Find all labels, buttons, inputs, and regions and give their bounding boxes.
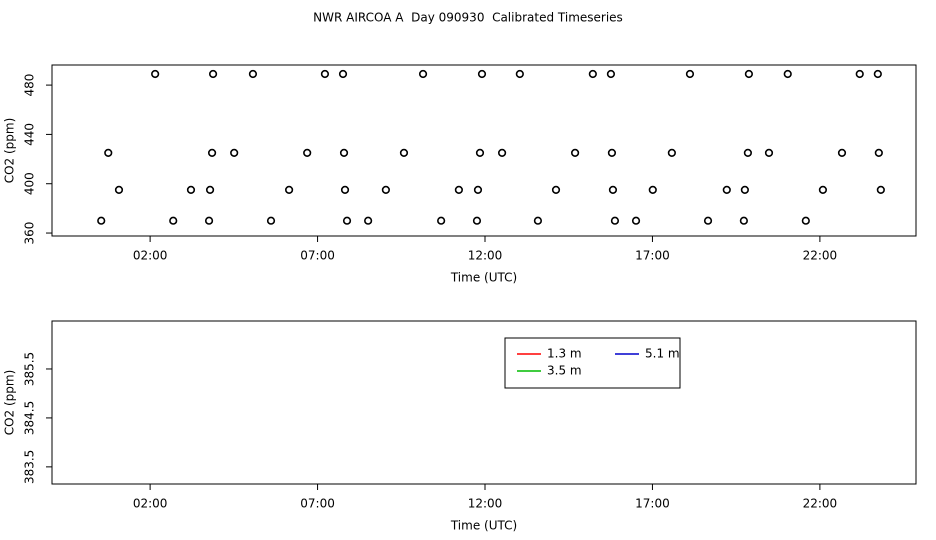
- scatter-point: [588, 69, 597, 79]
- scatter-point: [837, 148, 847, 158]
- scatter-point: [874, 148, 883, 158]
- scatter-point: [475, 148, 485, 158]
- scatter-point: [607, 148, 617, 158]
- y-tick-label: 384.5: [23, 401, 37, 435]
- x-tick-label: 17:00: [635, 497, 670, 511]
- scatter-point: [437, 216, 446, 225]
- scatter-point: [399, 148, 409, 158]
- y-tick-label: 480: [23, 74, 37, 97]
- scatter-point: [876, 185, 885, 194]
- y-tick-label: 360: [23, 222, 37, 245]
- scatter-point: [533, 216, 543, 225]
- y-axis-label: CO2 (ppm): [3, 118, 17, 184]
- scatter-point: [114, 185, 124, 194]
- scatter-point: [169, 216, 178, 225]
- scatter-point: [764, 148, 774, 158]
- scatter-point: [515, 69, 524, 79]
- scatter-point: [497, 148, 507, 158]
- scatter-point: [284, 185, 294, 194]
- scatter-point: [338, 69, 348, 79]
- x-tick-label: 17:00: [635, 249, 670, 263]
- legend-label: 5.1 m: [645, 347, 680, 361]
- x-tick-label: 22:00: [803, 249, 838, 263]
- plot-frame: [51, 320, 917, 485]
- y-tick-label: 383.5: [23, 450, 37, 484]
- scatter-point: [606, 69, 616, 79]
- scatter-point: [739, 216, 748, 225]
- scatter-point: [743, 148, 752, 158]
- scatter-point: [248, 69, 258, 79]
- scatter-point: [303, 148, 312, 158]
- scatter-point: [454, 185, 463, 194]
- scatter-point: [266, 216, 276, 225]
- scatter-point: [230, 148, 239, 158]
- x-axis-label: Time (UTC): [450, 519, 517, 533]
- scatter-point: [722, 185, 731, 194]
- scatter-point: [801, 216, 810, 225]
- scatter-point: [477, 69, 487, 79]
- scatter-point: [472, 216, 482, 225]
- scatter-point: [186, 185, 196, 194]
- x-tick-label: 22:00: [803, 497, 838, 511]
- y-tick-label: 400: [23, 172, 37, 195]
- scatter-point: [873, 69, 882, 79]
- scatter-point: [685, 69, 695, 79]
- scatter-point: [648, 185, 657, 194]
- scatter-point: [204, 216, 214, 225]
- scatter-point: [97, 216, 106, 225]
- y-tick-label: 440: [23, 123, 37, 146]
- x-tick-label: 02:00: [133, 497, 168, 511]
- scatter-point: [342, 216, 352, 225]
- scatter-point: [783, 69, 792, 79]
- legend-label: 1.3 m: [547, 347, 582, 361]
- scatter-point: [205, 185, 215, 194]
- scatter-point: [703, 216, 713, 225]
- y-axis-label: CO2 (ppm): [3, 370, 17, 436]
- scatter-point: [151, 69, 160, 79]
- chart-title: NWR AIRCOA A Day 090930 Calibrated Times…: [313, 11, 623, 25]
- scatter-point: [631, 216, 641, 225]
- legend-box: [504, 337, 681, 389]
- x-tick-label: 07:00: [300, 249, 335, 263]
- scatter-point: [551, 185, 561, 194]
- scatter-point: [610, 216, 620, 225]
- scatter-point: [570, 148, 580, 158]
- scatter-point: [320, 69, 330, 79]
- legend-label: 3.5 m: [547, 364, 582, 378]
- scatter-point: [608, 185, 618, 194]
- scatter-point: [818, 185, 828, 194]
- scatter-point: [418, 69, 428, 79]
- scatter-point: [207, 148, 217, 158]
- x-tick-label: 02:00: [133, 249, 168, 263]
- scatter-point: [667, 148, 676, 158]
- x-tick-label: 12:00: [468, 497, 503, 511]
- scatter-point: [340, 185, 350, 194]
- scatter-point: [740, 185, 749, 194]
- scatter-point: [744, 69, 753, 79]
- scatter-point: [381, 185, 390, 194]
- x-tick-label: 12:00: [468, 249, 503, 263]
- scatter-point: [339, 148, 349, 158]
- scatter-point: [104, 148, 113, 158]
- y-tick-label: 385.5: [23, 352, 37, 386]
- plot-frame: [51, 64, 917, 237]
- x-tick-label: 07:00: [300, 497, 335, 511]
- scatter-point: [208, 69, 218, 79]
- scatter-point: [364, 216, 373, 225]
- x-axis-label: Time (UTC): [450, 271, 517, 285]
- scatter-point: [473, 185, 483, 194]
- scatter-point: [855, 69, 864, 79]
